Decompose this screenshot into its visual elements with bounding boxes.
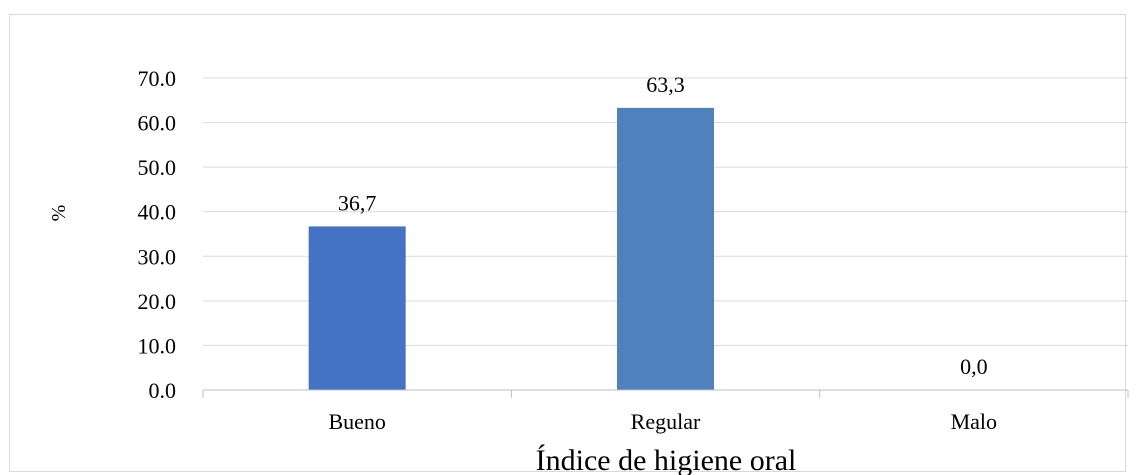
y-tick-label: 20.0	[138, 289, 177, 314]
y-tick-label: 10.0	[138, 333, 177, 358]
y-tick-label: 50.0	[138, 155, 177, 180]
y-tick-label: 0.0	[149, 378, 177, 403]
y-tick-label: 30.0	[138, 244, 177, 269]
y-tick-labels: 0.0 10.0 20.0 30.0 40.0 50.0 60.0 70.0	[138, 66, 177, 403]
data-label: 36,7	[338, 190, 377, 215]
bars	[308, 107, 714, 390]
chart-frame	[9, 14, 1126, 472]
y-tick-label: 40.0	[138, 200, 177, 225]
y-axis-label: %	[48, 205, 70, 222]
bar-bueno	[308, 226, 406, 390]
bar-regular	[617, 107, 714, 390]
x-tick-labels: Bueno Regular Malo	[328, 409, 997, 434]
x-tick-label: Bueno	[328, 409, 385, 434]
data-label: 0,0	[960, 354, 988, 379]
data-labels: 36,7 63,3 0,0	[338, 72, 988, 379]
y-tick-label: 70.0	[138, 66, 177, 91]
x-tick-label: Malo	[951, 409, 997, 434]
y-tick-label: 60.0	[138, 111, 177, 136]
x-tick-label: Regular	[631, 409, 701, 434]
x-axis-label: Índice de higiene oral	[536, 444, 797, 475]
data-label: 63,3	[646, 72, 685, 97]
x-axis	[202, 389, 1129, 398]
